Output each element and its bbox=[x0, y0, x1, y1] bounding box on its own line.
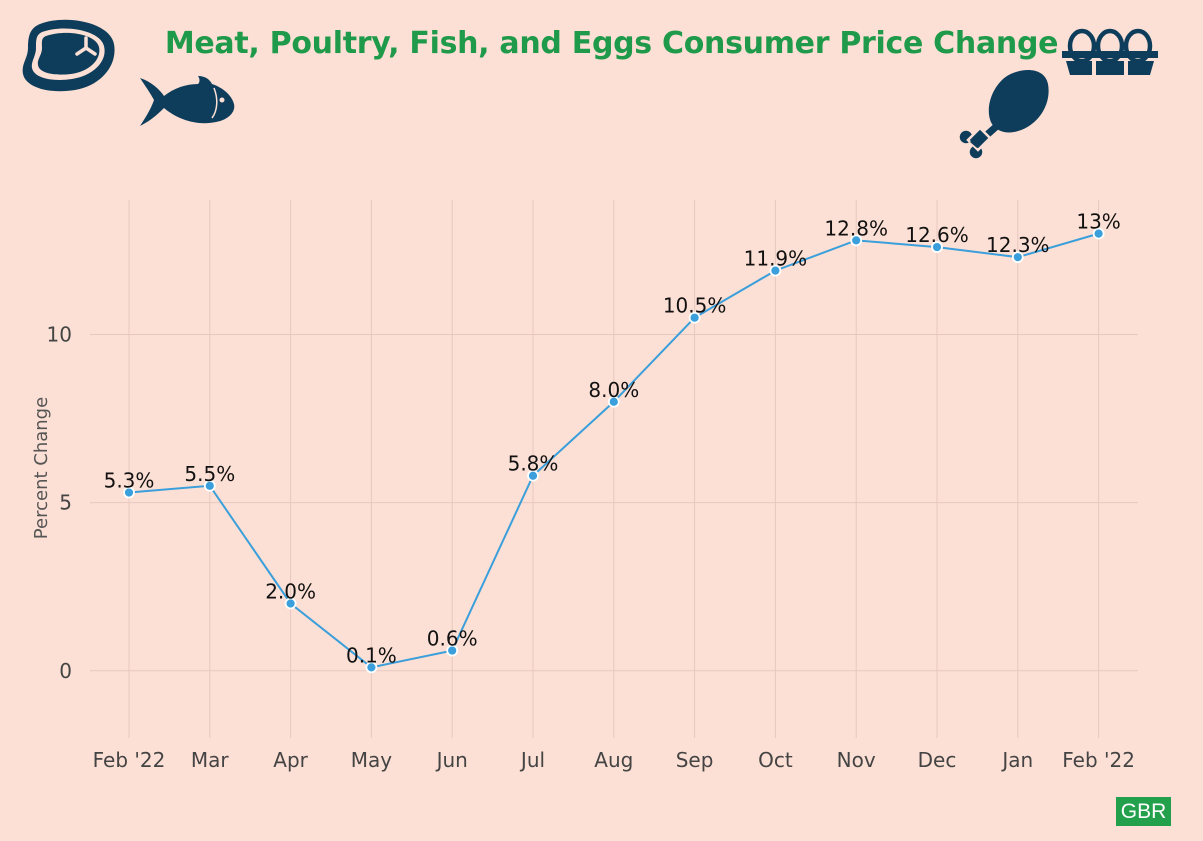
x-tick-label: Jul bbox=[519, 748, 545, 772]
y-axis-label: Percent Change bbox=[31, 397, 52, 539]
egg-carton-icon bbox=[1062, 28, 1158, 75]
x-tick-label: Oct bbox=[758, 748, 793, 772]
data-label: 12.3% bbox=[986, 233, 1050, 257]
data-point bbox=[607, 395, 620, 408]
x-tick-label: Aug bbox=[594, 748, 633, 772]
data-point bbox=[527, 469, 539, 482]
data-label: 0.1% bbox=[346, 643, 397, 667]
data-label: 12.6% bbox=[905, 223, 969, 247]
brand-badge: GBR bbox=[1116, 797, 1171, 826]
data-label: 11.9% bbox=[744, 247, 808, 271]
y-tick-label: 5 bbox=[59, 491, 72, 515]
data-point bbox=[688, 311, 701, 324]
data-label: 5.8% bbox=[508, 452, 559, 476]
data-label: 13% bbox=[1076, 210, 1120, 234]
data-point bbox=[203, 479, 216, 492]
y-tick-label: 10 bbox=[47, 323, 72, 347]
data-point bbox=[850, 234, 863, 247]
data-point bbox=[1011, 251, 1024, 264]
x-tick-label: Feb '22 bbox=[1062, 748, 1135, 772]
data-point bbox=[931, 241, 943, 253]
x-tick-label: Nov bbox=[837, 748, 876, 772]
data-label: 0.6% bbox=[427, 627, 478, 651]
steak-icon bbox=[22, 19, 115, 92]
data-point bbox=[365, 661, 378, 674]
data-label: 8.0% bbox=[588, 378, 639, 402]
x-tick-label: Sep bbox=[676, 748, 714, 772]
data-label: 5.5% bbox=[184, 462, 235, 486]
x-tick-label: Jan bbox=[1000, 748, 1033, 772]
x-tick-label: Mar bbox=[191, 748, 230, 772]
x-tick-label: Feb '22 bbox=[93, 748, 166, 772]
data-point bbox=[284, 597, 297, 610]
chicken-leg-icon bbox=[957, 70, 1049, 161]
data-label: 2.0% bbox=[265, 580, 316, 604]
data-point bbox=[1092, 227, 1105, 240]
data-label: 10.5% bbox=[663, 294, 727, 318]
x-tick-label: May bbox=[351, 748, 393, 772]
fish-icon bbox=[140, 76, 235, 126]
y-tick-label: 0 bbox=[59, 659, 72, 683]
x-tick-label: Jun bbox=[435, 748, 468, 772]
data-label: 12.8% bbox=[824, 216, 888, 240]
x-tick-label: Dec bbox=[918, 748, 957, 772]
data-label: 5.3% bbox=[104, 469, 155, 493]
data-point bbox=[123, 486, 135, 499]
data-point bbox=[769, 264, 782, 277]
data-point bbox=[446, 644, 459, 657]
page-title: Meat, Poultry, Fish, and Eggs Consumer P… bbox=[164, 26, 1059, 61]
x-tick-label: Apr bbox=[273, 748, 308, 772]
